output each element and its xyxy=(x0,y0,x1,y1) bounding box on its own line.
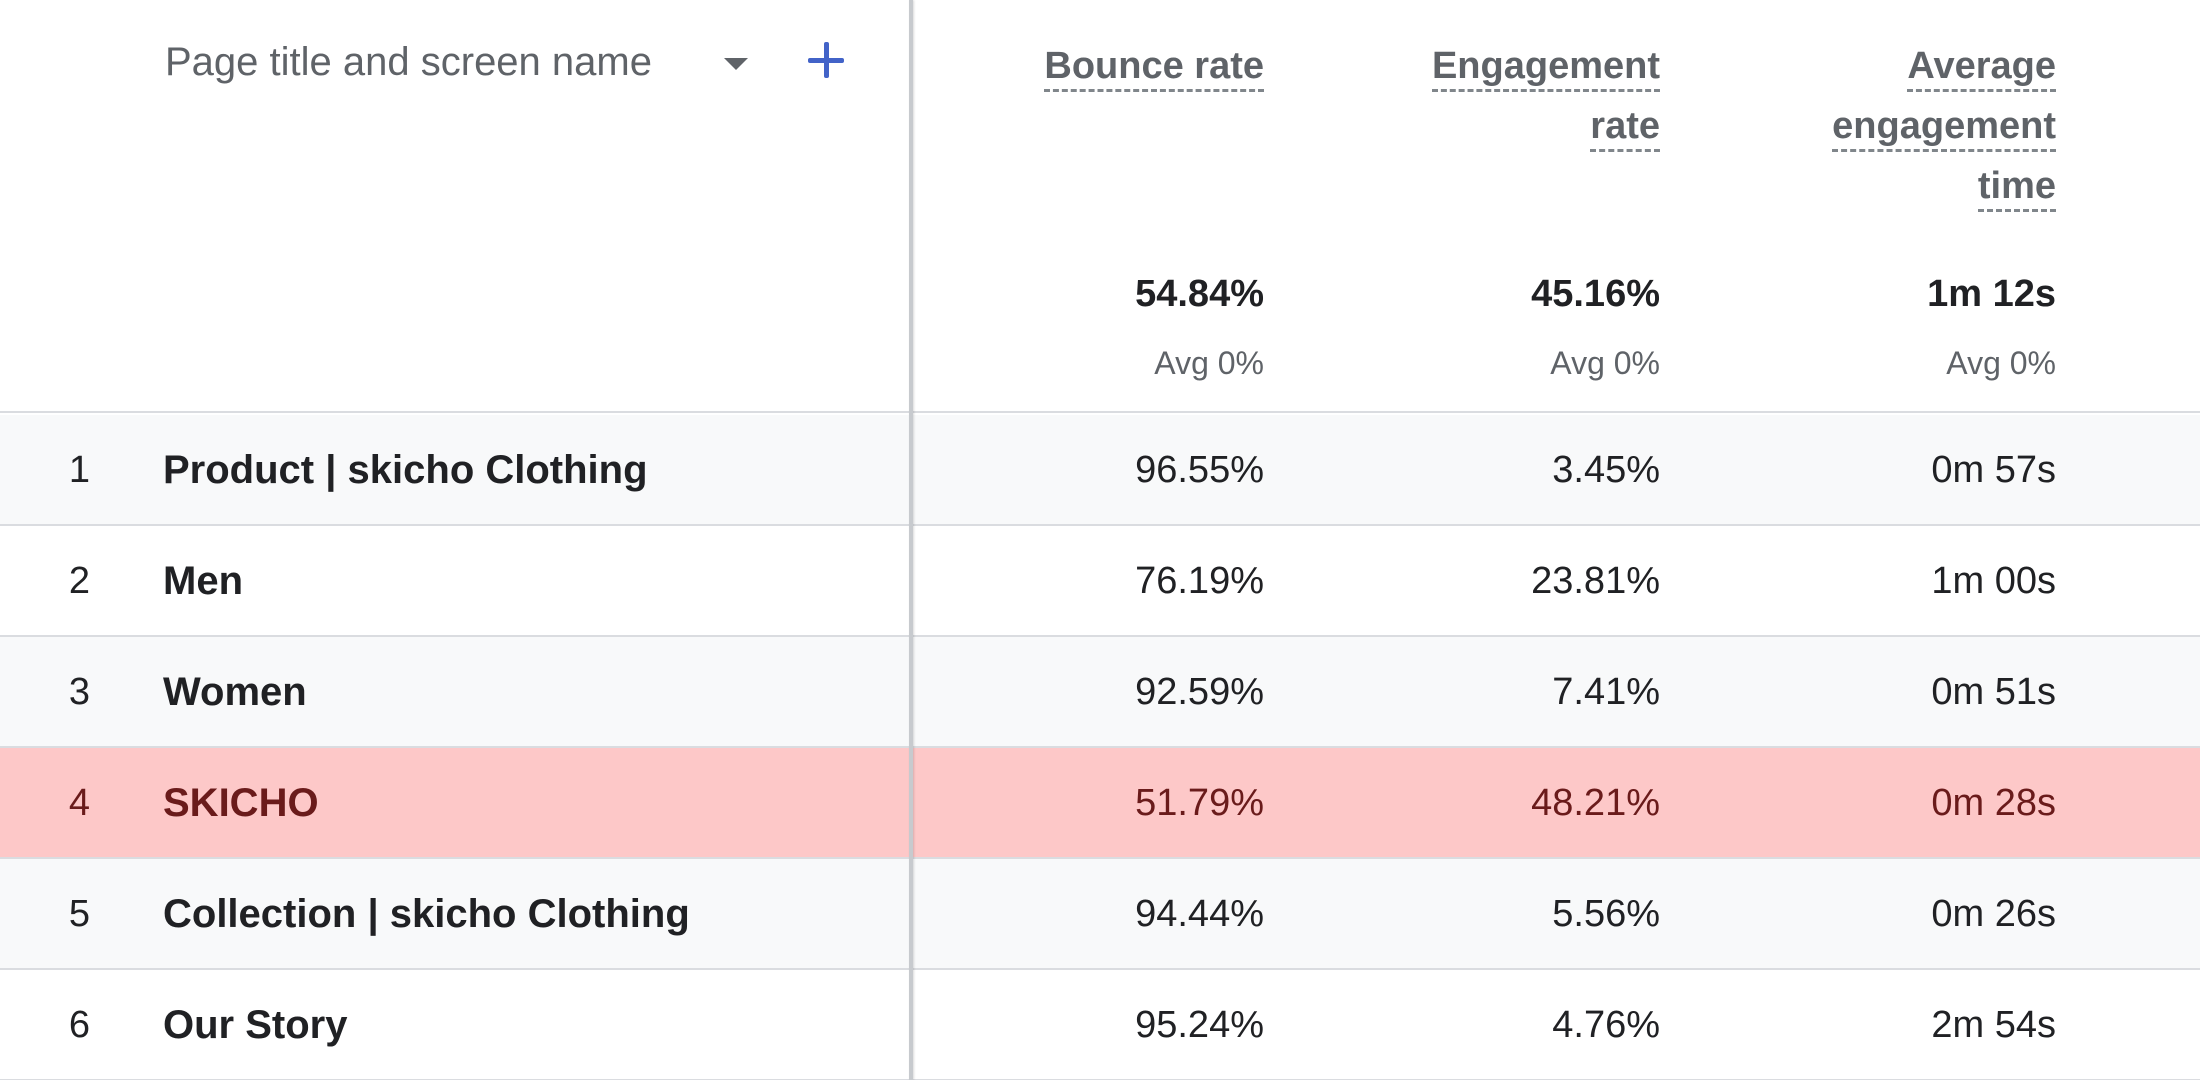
row-page-title[interactable]: Collection | skicho Clothing xyxy=(163,892,690,936)
metric-header-average-engagement-time: Average engagement time 1m 12s Avg 0% xyxy=(1700,0,2056,413)
metric-avg: Avg 0% xyxy=(1154,345,1264,381)
metric-total: 54.84% xyxy=(1135,273,1264,315)
metric-header-engagement-rate: Engagement rate 45.16% Avg 0% xyxy=(1300,0,1660,413)
row-average-engagement-time: 0m 28s xyxy=(1931,782,2056,824)
row-index: 3 xyxy=(68,671,90,713)
column-divider[interactable] xyxy=(909,0,913,1080)
add-dimension-icon[interactable] xyxy=(806,40,846,80)
row-engagement-rate: 48.21% xyxy=(1531,782,1660,824)
metric-header-bounce-rate: Bounce rate 54.84% Avg 0% xyxy=(960,0,1264,413)
table-row-highlighted[interactable]: 4 SKICHO 51.79% 48.21% 0m 28s xyxy=(0,748,2200,859)
row-page-title[interactable]: Product | skicho Clothing xyxy=(163,448,648,492)
row-average-engagement-time: 0m 26s xyxy=(1931,893,2056,935)
dimension-header: Page title and screen name xyxy=(0,0,910,413)
table-row[interactable]: 6 Our Story 95.24% 4.76% 2m 54s xyxy=(0,970,2200,1080)
row-index: 1 xyxy=(68,449,90,491)
chevron-down-icon[interactable] xyxy=(724,58,748,70)
row-bounce-rate: 96.55% xyxy=(1135,449,1264,491)
table-header: Page title and screen name Bounce rate 5… xyxy=(0,0,2200,413)
row-index: 6 xyxy=(68,1004,90,1046)
row-page-title[interactable]: Our Story xyxy=(163,1003,348,1047)
row-average-engagement-time: 2m 54s xyxy=(1931,1004,2056,1046)
row-engagement-rate: 4.76% xyxy=(1552,1004,1660,1046)
row-page-title[interactable]: Men xyxy=(163,559,243,603)
row-bounce-rate: 76.19% xyxy=(1135,560,1264,602)
metric-total: 45.16% xyxy=(1531,273,1660,315)
row-page-title[interactable]: Women xyxy=(163,670,307,714)
metric-title[interactable]: Average engagement time xyxy=(1832,36,2056,216)
row-average-engagement-time: 0m 57s xyxy=(1931,449,2056,491)
row-average-engagement-time: 1m 00s xyxy=(1931,560,2056,602)
row-bounce-rate: 92.59% xyxy=(1135,671,1264,713)
metric-title[interactable]: Engagement rate xyxy=(1431,36,1660,156)
table-row[interactable]: 5 Collection | skicho Clothing 94.44% 5.… xyxy=(0,859,2200,970)
row-engagement-rate: 5.56% xyxy=(1552,893,1660,935)
row-index: 4 xyxy=(68,782,90,824)
row-engagement-rate: 7.41% xyxy=(1552,671,1660,713)
row-average-engagement-time: 0m 51s xyxy=(1931,671,2056,713)
row-engagement-rate: 23.81% xyxy=(1531,560,1660,602)
metric-title[interactable]: Bounce rate xyxy=(1044,36,1264,96)
metric-avg: Avg 0% xyxy=(1946,345,2056,381)
metric-total: 1m 12s xyxy=(1927,273,2056,315)
row-index: 2 xyxy=(68,560,90,602)
row-bounce-rate: 94.44% xyxy=(1135,893,1264,935)
metric-avg: Avg 0% xyxy=(1550,345,1660,381)
row-engagement-rate: 3.45% xyxy=(1552,449,1660,491)
table-row[interactable]: 2 Men 76.19% 23.81% 1m 00s xyxy=(0,526,2200,637)
row-bounce-rate: 95.24% xyxy=(1135,1004,1264,1046)
row-index: 5 xyxy=(68,893,90,935)
dimension-label[interactable]: Page title and screen name xyxy=(165,40,652,84)
table-row[interactable]: 1 Product | skicho Clothing 96.55% 3.45%… xyxy=(0,415,2200,526)
row-bounce-rate: 51.79% xyxy=(1135,782,1264,824)
row-page-title[interactable]: SKICHO xyxy=(163,781,319,825)
table-row[interactable]: 3 Women 92.59% 7.41% 0m 51s xyxy=(0,637,2200,748)
